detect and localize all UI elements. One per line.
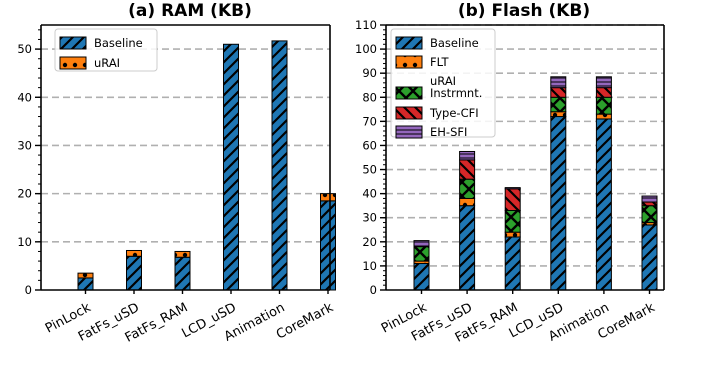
flash-y-tick-label: 80 bbox=[362, 90, 377, 104]
flash-legend-swatch-pattern-baseline bbox=[395, 36, 423, 50]
flash-bars bbox=[413, 76, 658, 291]
flash-bar-pattern-fatfs-ram-eh-sfi bbox=[504, 187, 521, 190]
flash-legend-swatch-pattern-flt bbox=[395, 55, 423, 69]
flash-bar-pattern-fatfs-ram-flt bbox=[504, 231, 521, 238]
ram-bar-pattern-pinlock-urai bbox=[77, 272, 94, 279]
flash-bar-pattern-fatfs-usd-urai-instrmnt bbox=[459, 178, 476, 199]
flash-x-ticks: PinLockFatFs_uSDFatFs_RAMLCD_uSDAnimatio… bbox=[379, 290, 658, 346]
flash-y-tick-label: 50 bbox=[362, 163, 377, 177]
ram-bar-pattern-pinlock-baseline bbox=[77, 277, 94, 291]
flash-bar-pattern-pinlock-eh-sfi bbox=[413, 240, 430, 248]
ram-y-tick-label: 10 bbox=[17, 235, 32, 249]
ram-bar-pattern-fatfs-usd-baseline bbox=[126, 255, 142, 291]
ram-bar-pattern-fatfs-usd-urai bbox=[126, 249, 142, 257]
ram-legend-swatch-pattern-baseline bbox=[59, 36, 87, 50]
flash-axes bbox=[385, 24, 665, 291]
flash-bar-pattern-lcd-usd-baseline bbox=[550, 116, 567, 291]
flash-legend-swatch-pattern-type-cfi bbox=[395, 106, 423, 120]
flash-bar-pattern-pinlock-baseline bbox=[413, 263, 430, 291]
ram-y-ticks: 0 10 20 30 40 50 bbox=[17, 29, 41, 297]
flash-y-tick-label: 20 bbox=[362, 235, 377, 249]
flash-y-tick-label: 0 bbox=[370, 283, 377, 297]
flash-legend-swatch-pattern-urai-instrmnt bbox=[395, 86, 423, 100]
ram-y-tick-label: 40 bbox=[17, 90, 32, 104]
flash-bar-pattern-lcd-usd-eh-sfi bbox=[550, 76, 567, 89]
flash-bar-pattern-animation-baseline bbox=[595, 118, 612, 291]
flash-bar-pattern-coremark-urai-instrmnt bbox=[641, 205, 658, 224]
flash-bar-pattern-animation-eh-sfi bbox=[595, 76, 612, 89]
flash-y-tick-label: 70 bbox=[362, 114, 377, 128]
ram-bars bbox=[77, 40, 336, 291]
flash-chart: (b) Flash (KB) 0 10 20 30 40 50 60 70 80 90 100 110… bbox=[355, 1, 665, 346]
flash-bar-pattern-animation-flt bbox=[595, 113, 612, 120]
ram-bar-pattern-fatfs-ram-urai bbox=[174, 250, 191, 258]
flash-y-tick-label: 60 bbox=[362, 138, 377, 152]
flash-bar-pattern-animation-type-cfi bbox=[595, 87, 612, 98]
ram-legend-swatch-pattern-urai bbox=[59, 56, 87, 70]
flash-y-tick-label: 100 bbox=[355, 42, 377, 56]
flash-bar-pattern-fatfs-ram-urai-instrmnt bbox=[504, 210, 521, 233]
flash-y-tick-label: 10 bbox=[362, 259, 377, 273]
ram-y-tick-label: 30 bbox=[17, 138, 32, 152]
flash-bar-pattern-fatfs-usd-flt bbox=[459, 197, 476, 207]
flash-bar-pattern-coremark-eh-sfi bbox=[641, 195, 658, 203]
ram-legend: Baseline uRAI bbox=[54, 28, 158, 72]
flash-bar-pattern-lcd-usd-type-cfi bbox=[550, 87, 567, 98]
ram-bar-pattern-coremark-baseline bbox=[320, 200, 336, 291]
ram-grid bbox=[41, 48, 330, 243]
flash-y-tick-label: 90 bbox=[362, 66, 377, 80]
flash-legend-label-instrmnt: Instrmnt. bbox=[430, 86, 482, 100]
ram-y-tick-label: 20 bbox=[17, 187, 32, 201]
ram-legend-label-urai: uRAI bbox=[94, 56, 120, 70]
flash-legend-label-urai: uRAI bbox=[430, 74, 456, 88]
flash-bar-pattern-pinlock-urai-instrmnt bbox=[413, 246, 430, 262]
ram-x-ticks: PinLockFatFs_uSDFatFs_RAMLCD_uSDAnimatio… bbox=[43, 290, 336, 346]
flash-legend-label-type-cfi: Type-CFI bbox=[429, 106, 479, 120]
flash-y-tick-label: 110 bbox=[355, 18, 377, 32]
flash-legend-label-baseline: Baseline bbox=[430, 36, 479, 50]
flash-legend-label-eh-sfi: EH-SFI bbox=[430, 125, 467, 139]
ram-legend-label-baseline: Baseline bbox=[94, 36, 143, 50]
ram-y-tick-label: 0 bbox=[25, 283, 32, 297]
flash-bar-pattern-lcd-usd-urai-instrmnt bbox=[550, 96, 567, 113]
flash-bar-pattern-fatfs-ram-baseline bbox=[504, 236, 521, 291]
flash-bar-pattern-lcd-usd-flt bbox=[550, 111, 567, 118]
flash-bar-pattern-fatfs-ram-type-cfi bbox=[504, 188, 521, 211]
ram-bar-pattern-lcd-usd-baseline bbox=[223, 43, 239, 291]
flash-bar-pattern-coremark-baseline bbox=[641, 224, 658, 291]
flash-bar-pattern-coremark-type-cfi bbox=[641, 201, 658, 207]
flash-chart-title: (b) Flash (KB) bbox=[458, 1, 590, 21]
flash-bar-pattern-fatfs-usd-type-cfi bbox=[459, 159, 476, 180]
flash-y-tick-label: 30 bbox=[362, 211, 377, 225]
flash-y-tick-label: 40 bbox=[362, 187, 377, 201]
ram-chart-title: (a) RAM (KB) bbox=[128, 1, 252, 21]
ram-y-tick-label: 50 bbox=[17, 42, 32, 56]
ram-bar-pattern-animation-baseline bbox=[271, 40, 288, 291]
flash-legend-swatch-pattern-eh-sfi bbox=[395, 125, 423, 139]
ram-bar-pattern-coremark-urai bbox=[320, 193, 336, 202]
ram-chart: (a) RAM (KB) 0 10 20 30 40 50 PinLockFatFs_uS… bbox=[17, 1, 336, 346]
ram-bar-pattern-fatfs-ram-baseline bbox=[174, 256, 191, 291]
ram-axes bbox=[40, 24, 331, 291]
flash-bar-pattern-animation-urai-instrmnt bbox=[595, 96, 612, 115]
flash-legend-label-flt: FLT bbox=[430, 55, 449, 69]
flash-bar-pattern-fatfs-usd-baseline bbox=[459, 205, 476, 291]
flash-bar-pattern-fatfs-usd-eh-sfi bbox=[459, 150, 476, 161]
flash-y-ticks: 0 10 20 30 40 50 60 70 80 90 100 110 bbox=[355, 18, 386, 297]
